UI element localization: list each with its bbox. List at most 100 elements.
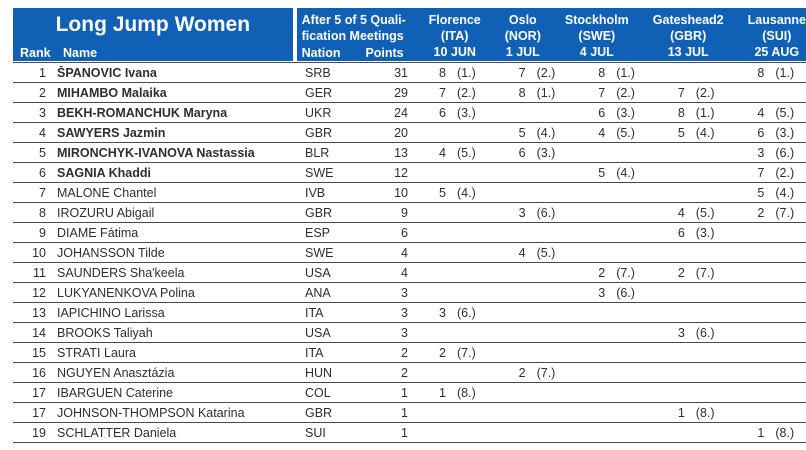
result-cell: 6 (3.) bbox=[567, 106, 647, 120]
meeting-date: 13 JUL bbox=[667, 45, 709, 59]
result-cell: 1 (8.) bbox=[647, 406, 727, 420]
meeting-column-header-lausanne: Lausanne (SUI) 25 AUG bbox=[724, 8, 806, 61]
nation-cell: UKR bbox=[305, 105, 332, 120]
result-cell: 8 (1.) bbox=[726, 66, 806, 80]
result-cell: 8 (1.) bbox=[488, 86, 568, 100]
nation-points-header-row: Nation Points bbox=[302, 44, 405, 61]
result-cell: 4 (5.) bbox=[647, 206, 727, 220]
result-points: 8 bbox=[598, 65, 606, 80]
rank-cell: 14 bbox=[32, 325, 46, 340]
result-place: (7.) bbox=[695, 265, 715, 280]
meetings-header-block: After 5 of 5 Quali- fication Meetings Na… bbox=[296, 8, 806, 61]
result-cell: 7 (2.) bbox=[488, 66, 568, 80]
result-place: (5.) bbox=[457, 145, 476, 160]
name-cell: DIAME Fátima bbox=[57, 225, 139, 240]
result-place: (5.) bbox=[536, 245, 556, 260]
result-points: 3 bbox=[677, 325, 685, 340]
result-place: (2.) bbox=[536, 65, 556, 80]
result-place: (5.) bbox=[695, 205, 715, 220]
points-cell: 4 bbox=[401, 245, 408, 260]
result-points: 3 bbox=[439, 305, 446, 320]
meeting-country: (NOR) bbox=[504, 29, 541, 43]
nation-cell: SUI bbox=[305, 425, 326, 440]
result-cell: 3 (6.) bbox=[567, 286, 647, 300]
table-row: 8 IROZURU Abigail GBR 9 3 (6.) 4 (5.) 2 … bbox=[13, 203, 806, 223]
result-cell: 2 (7.) bbox=[408, 346, 488, 360]
table-row: 11 SAUNDERS Sha'keela USA 4 2 (7.) 2 (7.… bbox=[13, 263, 806, 283]
name-cell: BROOKS Taliyah bbox=[57, 325, 153, 340]
result-cell: 2 (7.) bbox=[567, 266, 647, 280]
result-place: (8.) bbox=[775, 425, 795, 440]
result-points: 7 bbox=[598, 85, 606, 100]
table-row: 15 STRATI Laura ITA 2 2 (7.) bbox=[13, 343, 806, 363]
result-points: 4 bbox=[598, 125, 606, 140]
nation-cell: BLR bbox=[305, 145, 330, 160]
points-cell: 13 bbox=[394, 145, 408, 160]
result-points: 2 bbox=[518, 365, 526, 380]
qualification-line2: fication Meetings bbox=[301, 29, 404, 43]
result-cell: 7 (2.) bbox=[567, 86, 647, 100]
qualification-line1: After 5 of 5 Quali- bbox=[301, 13, 406, 27]
name-cell: IAPICHINO Larissa bbox=[57, 305, 165, 320]
result-points: 2 bbox=[439, 345, 446, 360]
result-place: (7.) bbox=[457, 345, 476, 360]
result-cell: 5 (4.) bbox=[408, 186, 488, 200]
result-place: (6.) bbox=[695, 325, 715, 340]
points-column-header: Points bbox=[365, 45, 404, 60]
rank-cell: 6 bbox=[39, 165, 46, 180]
name-cell: IROZURU Abigail bbox=[57, 205, 155, 220]
points-cell: 2 bbox=[401, 345, 408, 360]
result-points: 5 bbox=[677, 125, 685, 140]
points-cell: 3 bbox=[401, 325, 408, 340]
meeting-city: Gateshead2 bbox=[652, 13, 724, 27]
result-place: (5.) bbox=[616, 125, 635, 140]
meeting-city: Lausanne bbox=[747, 13, 806, 27]
result-cell: 2 (7.) bbox=[488, 366, 568, 380]
result-cell: 3 (6.) bbox=[488, 206, 568, 220]
nation-cell: HUN bbox=[305, 365, 333, 380]
points-cell: 4 bbox=[401, 265, 408, 280]
result-place: (2.) bbox=[616, 85, 635, 100]
nation-cell: GER bbox=[305, 85, 333, 100]
table-row: 7 MALONE Chantel IVB 10 5 (4.) 5 (4.) bbox=[13, 183, 806, 203]
result-points: 6 bbox=[439, 105, 446, 120]
result-cell: 6 (3.) bbox=[408, 106, 488, 120]
nation-cell: ITA bbox=[305, 345, 324, 360]
points-cell: 1 bbox=[401, 385, 408, 400]
rank-cell: 4 bbox=[39, 125, 46, 140]
result-place: (8.) bbox=[695, 405, 715, 420]
table-row: 5 MIRONCHYK-IVANOVA Nastassia BLR 13 4 (… bbox=[13, 143, 806, 163]
table-row: 9 DIAME Fátima ESP 6 6 (3.) bbox=[13, 223, 806, 243]
meeting-date: 1 JUL bbox=[505, 45, 540, 59]
result-points: 5 bbox=[439, 185, 446, 200]
result-points: 2 bbox=[598, 265, 606, 280]
name-cell: SAGNIA Khaddi bbox=[57, 165, 151, 180]
rank-cell: 19 bbox=[32, 425, 46, 440]
result-place: (7.) bbox=[616, 265, 635, 280]
result-points: 4 bbox=[518, 245, 526, 260]
result-points: 6 bbox=[598, 105, 606, 120]
result-place: (5.) bbox=[775, 105, 795, 120]
nation-cell: IVB bbox=[305, 185, 326, 200]
rank-cell: 8 bbox=[39, 205, 46, 220]
name-cell: SAUNDERS Sha'keela bbox=[57, 265, 185, 280]
result-points: 3 bbox=[518, 205, 526, 220]
result-place: (3.) bbox=[695, 225, 715, 240]
result-cell: 4 (5.) bbox=[726, 106, 806, 120]
rank-cell: 9 bbox=[39, 225, 46, 240]
result-cell: 7 (2.) bbox=[408, 86, 488, 100]
table-row: 13 IAPICHINO Larissa ITA 3 3 (6.) bbox=[13, 303, 806, 323]
result-cell: 8 (1.) bbox=[567, 66, 647, 80]
nation-cell: ITA bbox=[305, 305, 324, 320]
points-cell: 2 bbox=[401, 365, 408, 380]
rank-cell: 16 bbox=[32, 365, 46, 380]
meeting-city: Oslo bbox=[508, 13, 537, 27]
result-place: (1.) bbox=[457, 65, 476, 80]
result-cell: 1 (8.) bbox=[408, 386, 488, 400]
rank-cell: 2 bbox=[39, 85, 46, 100]
points-cell: 24 bbox=[394, 105, 408, 120]
table-row: 2 MIHAMBO Malaika GER 29 7 (2.) 8 (1.) 7… bbox=[13, 83, 806, 103]
name-cell: JOHNSON-THOMPSON Katarina bbox=[57, 405, 245, 420]
name-cell: NGUYEN Anasztázia bbox=[57, 365, 175, 380]
result-cell: 6 (3.) bbox=[726, 126, 806, 140]
